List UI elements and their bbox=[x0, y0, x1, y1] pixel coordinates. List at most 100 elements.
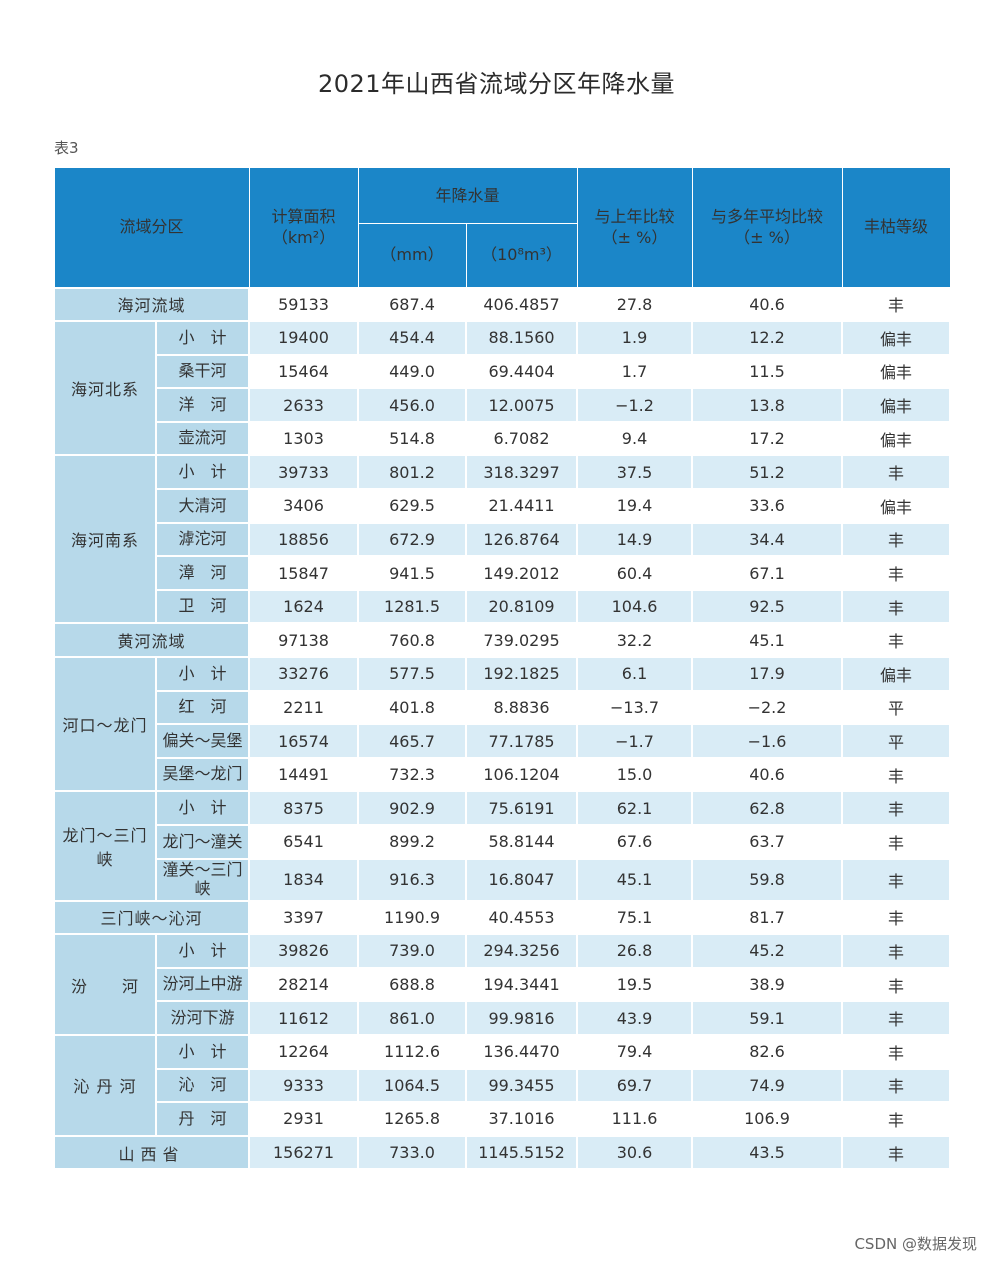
table-row: 汾河上中游 28214 688.8 194.3441 19.5 38.9 丰 bbox=[54, 966, 952, 1003]
area-cell: 1834 bbox=[248, 857, 360, 902]
mm-cell: 465.7 bbox=[357, 723, 468, 759]
avg-cell: 12.2 bbox=[691, 320, 844, 356]
area-cell: 33276 bbox=[248, 656, 360, 692]
last-cell: −13.7 bbox=[576, 689, 694, 726]
table-row: 偏关～吴堡 16574 465.7 77.1785 −1.7 −1.6 平 bbox=[54, 723, 952, 759]
vol-cell: 99.3455 bbox=[465, 1067, 579, 1104]
mm-cell: 916.3 bbox=[357, 857, 468, 902]
table-row: 壶流河 1303 514.8 6.7082 9.4 17.2 偏丰 bbox=[54, 420, 952, 457]
table-row: 海河南系小 计 39733 801.2 318.3297 37.5 51.2 丰 bbox=[53, 454, 952, 625]
area-cell: 2633 bbox=[248, 387, 360, 423]
avg-cell: 17.9 bbox=[691, 656, 844, 692]
group-cell: 龙门～三门峡 bbox=[53, 790, 157, 902]
header-vs-last: 与上年比较 （± %） bbox=[576, 167, 693, 288]
group-cell: 汾 河 bbox=[53, 933, 157, 1036]
avg-cell: 51.2 bbox=[691, 454, 844, 491]
grade-cell: 丰 bbox=[841, 1134, 952, 1171]
area-cell: 3406 bbox=[248, 488, 360, 524]
mm-cell: 902.9 bbox=[357, 790, 468, 826]
subregion-cell: 壶流河 bbox=[154, 420, 251, 457]
table-row: 大清河 3406 629.5 21.4411 19.4 33.6 偏丰 bbox=[54, 488, 952, 524]
header-area-label: 计算面积 bbox=[271, 206, 336, 226]
last-cell: 62.1 bbox=[576, 790, 694, 826]
table-row: 沁 河 9333 1064.5 99.3455 69.7 74.9 丰 bbox=[54, 1067, 952, 1104]
group-cell: 沁 丹 河 bbox=[53, 1033, 157, 1137]
grade-cell: 丰 bbox=[841, 857, 952, 902]
vol-cell: 136.4470 bbox=[465, 1033, 579, 1070]
header-vs-avg-label: 与多年平均比较 bbox=[711, 206, 824, 226]
area-cell: 15464 bbox=[248, 353, 360, 390]
area-cell: 2211 bbox=[248, 689, 360, 726]
area-cell: 39826 bbox=[248, 933, 360, 969]
table-row: 河口～龙门小 计 33276 577.5 192.1825 6.1 17.9 偏丰 bbox=[53, 656, 952, 793]
avg-cell: 43.5 bbox=[691, 1134, 844, 1171]
avg-cell: 106.9 bbox=[691, 1101, 844, 1137]
area-cell: 156271 bbox=[248, 1134, 360, 1171]
last-cell: 30.6 bbox=[576, 1134, 694, 1171]
area-cell: 11612 bbox=[248, 1000, 360, 1036]
header-volume: （10⁸m³） bbox=[465, 223, 578, 288]
subregion-cell: 小 计 bbox=[154, 656, 251, 692]
header-vs-last-label: 与上年比较 bbox=[594, 206, 675, 226]
mm-cell: 801.2 bbox=[357, 454, 468, 491]
vol-cell: 75.6191 bbox=[465, 790, 579, 826]
group-cell: 海河北系 bbox=[53, 320, 157, 457]
mm-cell: 454.4 bbox=[357, 320, 468, 356]
avg-cell: 40.6 bbox=[691, 286, 844, 323]
last-cell: 43.9 bbox=[576, 1000, 694, 1036]
vol-cell: 77.1785 bbox=[465, 723, 579, 759]
table-row: 卫 河 1624 1281.5 20.8109 104.6 92.5 丰 bbox=[54, 588, 952, 625]
subregion-cell: 洋 河 bbox=[154, 387, 251, 423]
subregion-cell: 沁 河 bbox=[154, 1067, 251, 1104]
subregion-cell: 大清河 bbox=[154, 488, 251, 524]
area-cell: 97138 bbox=[248, 622, 360, 659]
grade-cell: 平 bbox=[841, 689, 952, 726]
region-cell: 海河流域 bbox=[52, 286, 251, 323]
avg-cell: 45.1 bbox=[691, 622, 844, 659]
table-row: 龙门～三门峡小 计 8375 902.9 75.6191 62.1 62.8 丰 bbox=[53, 790, 952, 902]
mm-cell: 760.8 bbox=[357, 622, 468, 659]
table-row: 海河流域 59133 687.4 406.4857 27.8 40.6 丰 bbox=[52, 286, 952, 323]
subregion-cell: 小 计 bbox=[154, 1033, 251, 1070]
last-cell: 79.4 bbox=[576, 1033, 694, 1070]
last-cell: 60.4 bbox=[576, 555, 694, 591]
area-cell: 28214 bbox=[248, 966, 360, 1003]
vol-cell: 12.0075 bbox=[465, 387, 579, 423]
vol-cell: 37.1016 bbox=[465, 1101, 579, 1137]
mm-cell: 739.0 bbox=[357, 933, 468, 969]
mm-cell: 899.2 bbox=[357, 824, 468, 860]
mm-cell: 629.5 bbox=[357, 488, 468, 524]
subregion-cell: 小 计 bbox=[154, 454, 251, 491]
vol-cell: 106.1204 bbox=[465, 756, 579, 793]
region-cell: 三门峡～沁河 bbox=[52, 899, 251, 936]
group-cell: 河口～龙门 bbox=[53, 656, 157, 793]
avg-cell: 38.9 bbox=[691, 966, 844, 1003]
avg-cell: 40.6 bbox=[691, 756, 844, 793]
mm-cell: 732.3 bbox=[357, 756, 468, 793]
grade-cell: 丰 bbox=[841, 790, 952, 826]
subregion-cell: 潼关～三门峡 bbox=[154, 857, 251, 902]
watermark: CSDN @数据发现 bbox=[854, 1235, 977, 1253]
avg-cell: −2.2 bbox=[691, 689, 844, 726]
grade-cell: 丰 bbox=[841, 824, 952, 860]
avg-cell: 67.1 bbox=[691, 555, 844, 591]
region-cell: 黄河流域 bbox=[52, 622, 251, 659]
last-cell: 9.4 bbox=[576, 420, 694, 457]
grade-cell: 丰 bbox=[841, 622, 952, 659]
subregion-cell: 红 河 bbox=[154, 689, 251, 726]
avg-cell: 34.4 bbox=[691, 521, 844, 558]
vol-cell: 318.3297 bbox=[465, 454, 579, 491]
grade-cell: 丰 bbox=[841, 555, 952, 591]
header-vs-avg: 与多年平均比较 （± %） bbox=[691, 167, 843, 288]
last-cell: 75.1 bbox=[576, 899, 694, 936]
area-cell: 14491 bbox=[248, 756, 360, 793]
avg-cell: 63.7 bbox=[691, 824, 844, 860]
vol-cell: 21.4411 bbox=[465, 488, 579, 524]
area-cell: 2931 bbox=[248, 1101, 360, 1137]
grade-cell: 偏丰 bbox=[841, 656, 952, 692]
grade-cell: 偏丰 bbox=[841, 488, 952, 524]
area-cell: 19400 bbox=[248, 320, 360, 356]
last-cell: 37.5 bbox=[576, 454, 694, 491]
table-row: 山西省 156271 733.0 1145.5152 30.6 43.5 丰 bbox=[52, 1134, 952, 1171]
area-cell: 9333 bbox=[248, 1067, 360, 1104]
